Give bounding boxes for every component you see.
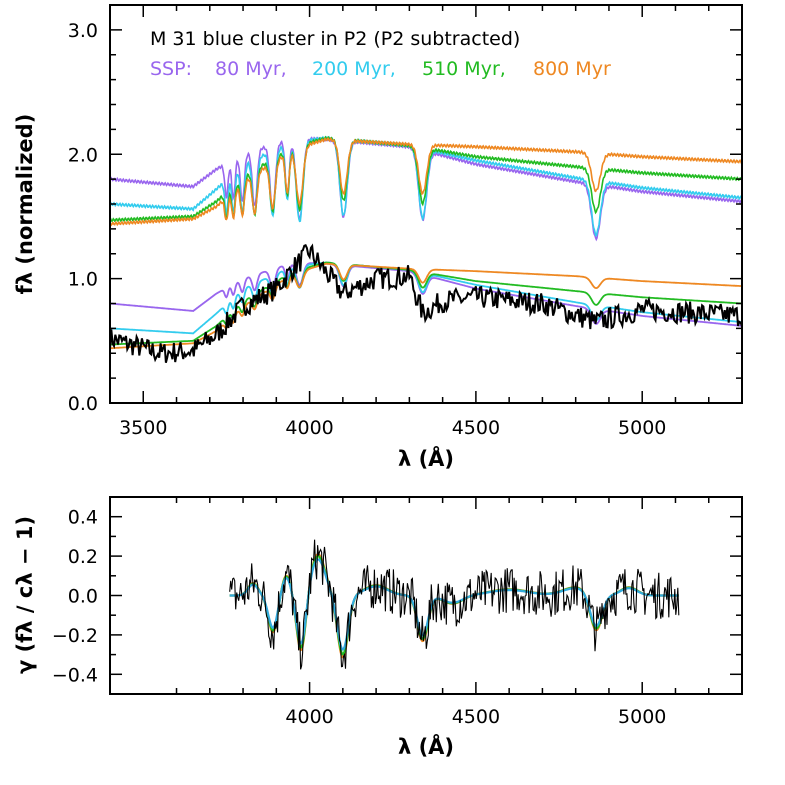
series-510-myr-template bbox=[109, 135, 743, 223]
legend-80myr: 80 Myr, bbox=[215, 58, 287, 80]
top-x-axis-label: λ (Å) bbox=[398, 446, 454, 471]
y-tick-label: −0.4 bbox=[52, 664, 98, 686]
x-tick-label: 5000 bbox=[618, 706, 666, 728]
bottom-panel: 4000 4500 5000 −0.4 −0.2 0.0 0.2 0.4 λ (Å) γ (f… bbox=[13, 496, 743, 759]
y-tick-label: 3.0 bbox=[68, 20, 98, 42]
y-tick-label: 0.2 bbox=[68, 546, 98, 568]
x-tick-label: 4500 bbox=[452, 417, 500, 439]
bottom-series-group bbox=[229, 539, 680, 670]
y-tick-label: 2.0 bbox=[68, 144, 98, 166]
top-ticks: 3500 4000 4500 5000 0.0 1.0 2.0 3.0 bbox=[68, 5, 743, 439]
x-tick-label: 4000 bbox=[285, 706, 333, 728]
x-tick-label: 4000 bbox=[285, 417, 333, 439]
y-tick-label: 1.0 bbox=[68, 269, 98, 291]
series-510-myr-fit bbox=[110, 261, 742, 346]
series-200-myr-template bbox=[109, 135, 743, 237]
y-tick-label: −0.2 bbox=[52, 625, 98, 647]
series-observed-spectrum bbox=[109, 243, 743, 363]
x-tick-label: 4500 bbox=[452, 706, 500, 728]
chart-title: M 31 blue cluster in P2 (P2 subtracted) bbox=[150, 28, 520, 50]
legend-200myr: 200 Myr, bbox=[312, 58, 396, 80]
legend-prefix: SSP: bbox=[150, 58, 192, 80]
y-tick-label: 0.0 bbox=[68, 586, 98, 608]
legend-800myr: 800 Myr bbox=[533, 58, 611, 80]
top-y-axis-label: fλ (normalized) bbox=[13, 114, 37, 295]
bottom-y-axis-label: γ (fλ / cλ − 1) bbox=[13, 516, 37, 674]
top-series-group bbox=[109, 135, 743, 363]
legend-510myr: 510 Myr, bbox=[422, 58, 506, 80]
bottom-x-axis-label: λ (Å) bbox=[398, 734, 454, 759]
top-panel: 3500 4000 4500 5000 0.0 1.0 2.0 3.0 M 31 blue c… bbox=[13, 4, 743, 471]
bottom-ticks: 4000 4500 5000 −0.4 −0.2 0.0 0.2 0.4 bbox=[52, 496, 743, 728]
series-800-myr-template bbox=[109, 136, 743, 227]
x-tick-label: 5000 bbox=[618, 417, 666, 439]
x-tick-label: 3500 bbox=[119, 417, 167, 439]
residual-series-observed bbox=[229, 539, 680, 670]
y-tick-label: 0.4 bbox=[68, 507, 98, 529]
legend-line: SSP: 80 Myr, 200 Myr, 510 Myr, 800 Myr bbox=[150, 58, 611, 80]
y-tick-label: 0.0 bbox=[68, 393, 98, 415]
